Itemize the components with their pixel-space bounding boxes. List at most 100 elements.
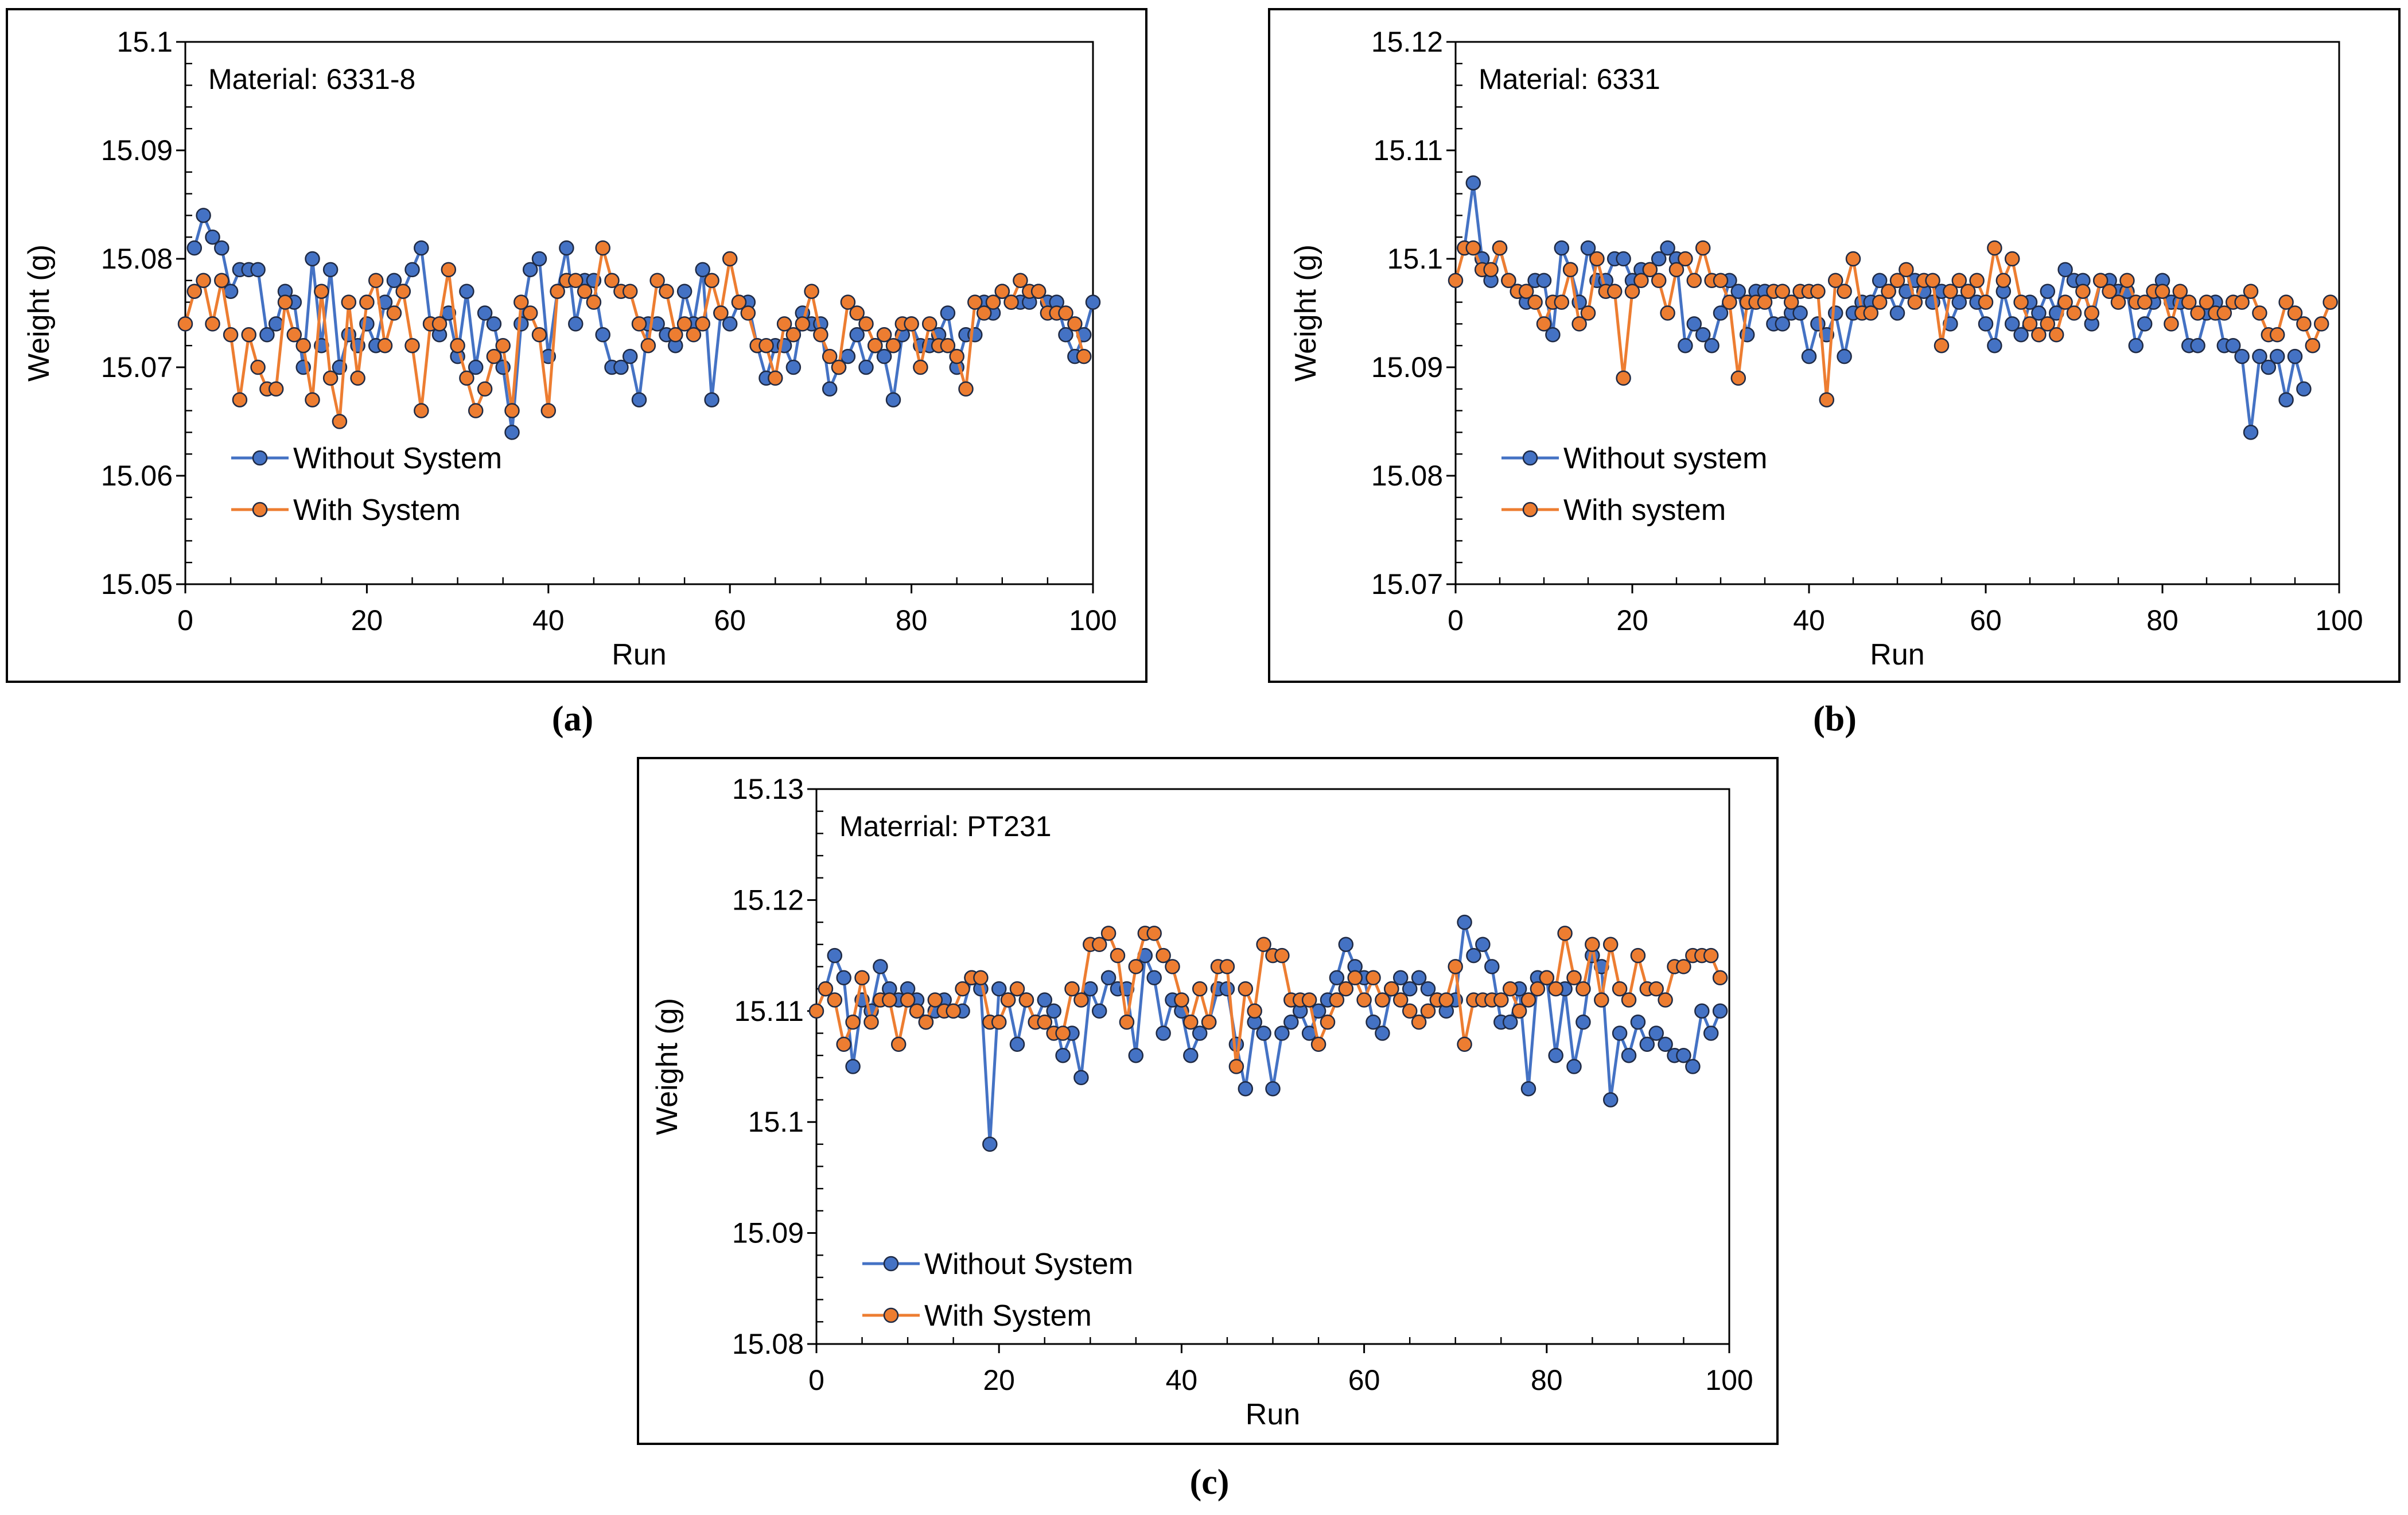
data-point bbox=[631, 316, 647, 332]
data-point bbox=[1484, 959, 1500, 974]
data-point bbox=[909, 1003, 925, 1019]
data-point bbox=[1801, 348, 1817, 364]
data-point bbox=[404, 262, 420, 278]
y-tick-label: 15.06 bbox=[101, 460, 173, 492]
data-point bbox=[1055, 1025, 1071, 1041]
legend-label: Without system bbox=[1563, 442, 1767, 475]
data-point bbox=[1192, 981, 1208, 997]
data-point bbox=[1256, 1025, 1271, 1041]
data-point bbox=[1511, 1003, 1527, 1019]
data-point bbox=[1907, 294, 1923, 310]
y-tick-label: 15.12 bbox=[1371, 26, 1443, 58]
data-point bbox=[1238, 1081, 1254, 1097]
data-point bbox=[1146, 970, 1162, 986]
data-point bbox=[2199, 294, 2215, 310]
data-point bbox=[1642, 262, 1658, 278]
data-point bbox=[1695, 240, 1711, 256]
x-tick-label: 20 bbox=[351, 604, 383, 636]
data-point bbox=[414, 240, 429, 256]
data-point bbox=[595, 240, 610, 256]
data-point bbox=[359, 316, 375, 332]
data-point bbox=[1356, 992, 1372, 1008]
data-point bbox=[186, 283, 203, 299]
data-point bbox=[196, 208, 211, 223]
data-point bbox=[2066, 305, 2082, 321]
data-point bbox=[477, 305, 493, 321]
data-point bbox=[1889, 273, 1905, 289]
data-point bbox=[2137, 316, 2153, 332]
data-point bbox=[1392, 992, 1409, 1008]
data-point bbox=[1366, 970, 1381, 986]
data-point bbox=[622, 283, 638, 299]
data-point bbox=[1183, 1014, 1199, 1030]
data-point bbox=[1819, 392, 1835, 407]
data-point bbox=[1889, 305, 1905, 321]
data-point bbox=[1694, 1003, 1710, 1019]
data-point bbox=[1621, 1047, 1637, 1063]
data-point bbox=[1566, 970, 1582, 986]
data-point bbox=[486, 348, 502, 364]
data-point bbox=[940, 337, 956, 354]
data-point bbox=[1076, 348, 1092, 364]
data-point bbox=[431, 316, 448, 332]
data-point bbox=[1420, 1003, 1436, 1019]
data-point bbox=[1030, 283, 1047, 299]
data-point bbox=[341, 294, 357, 310]
data-point bbox=[785, 359, 802, 375]
legend-entry-1: With system bbox=[1501, 494, 1726, 527]
data-point bbox=[795, 316, 811, 332]
y-tick-label: 15.05 bbox=[101, 568, 173, 600]
x-tick-label: 0 bbox=[177, 604, 193, 636]
data-point bbox=[1602, 937, 1619, 953]
data-point bbox=[1562, 262, 1578, 278]
data-point bbox=[1685, 1059, 1701, 1074]
data-point bbox=[2243, 283, 2259, 299]
data-point bbox=[676, 283, 693, 299]
data-point bbox=[840, 294, 856, 310]
data-point bbox=[232, 392, 248, 407]
data-point bbox=[1058, 327, 1073, 343]
data-point bbox=[967, 294, 983, 310]
data-point bbox=[827, 992, 843, 1008]
data-point bbox=[468, 403, 484, 418]
data-point bbox=[1502, 1014, 1518, 1030]
legend-label: With System bbox=[924, 1299, 1092, 1333]
series-1 bbox=[1448, 240, 2338, 407]
data-point bbox=[1676, 1047, 1691, 1063]
data-point bbox=[1274, 947, 1290, 964]
data-point bbox=[1575, 981, 1591, 997]
data-point bbox=[1475, 937, 1491, 953]
y-axis-title: Weight (g) bbox=[651, 998, 684, 1135]
data-point bbox=[808, 1003, 824, 1019]
data-point bbox=[223, 327, 239, 343]
y-tick-label: 15.1 bbox=[117, 26, 173, 58]
data-point bbox=[1606, 283, 1623, 299]
data-point bbox=[913, 359, 928, 375]
data-point bbox=[676, 316, 693, 332]
data-point bbox=[1457, 914, 1472, 930]
y-tick-label: 15.13 bbox=[732, 773, 804, 805]
data-point bbox=[1448, 959, 1463, 974]
data-point bbox=[836, 970, 851, 986]
data-point bbox=[1899, 262, 1914, 278]
data-point bbox=[1978, 316, 1994, 332]
data-point bbox=[1722, 294, 1737, 310]
data-point bbox=[305, 392, 320, 407]
data-point bbox=[890, 1036, 907, 1052]
data-point bbox=[1518, 283, 1534, 299]
y-tick-label: 15.09 bbox=[732, 1217, 804, 1249]
data-point bbox=[1658, 1036, 1673, 1052]
data-point bbox=[1067, 316, 1083, 332]
data-point bbox=[1695, 327, 1711, 343]
data-point bbox=[459, 283, 474, 299]
data-point bbox=[1571, 316, 1587, 332]
data-point bbox=[2181, 294, 2197, 310]
x-tick-label: 40 bbox=[532, 604, 565, 636]
data-point bbox=[1320, 1014, 1336, 1030]
data-point bbox=[1091, 937, 1107, 953]
data-point bbox=[414, 403, 429, 418]
data-point bbox=[973, 970, 989, 986]
data-point bbox=[404, 337, 420, 354]
data-point bbox=[1046, 1003, 1061, 1019]
data-point bbox=[350, 370, 365, 386]
